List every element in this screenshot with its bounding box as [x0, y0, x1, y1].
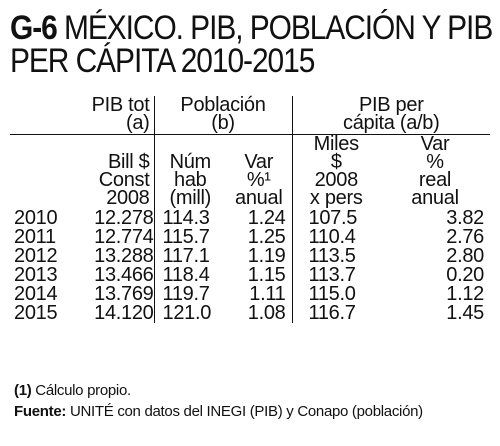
table-row: 2015 14.120 121.0 1.08 116.7 1.45 — [10, 302, 490, 324]
num-hab-cell: 114.3 — [153, 208, 226, 228]
unit-header-pib: Bill $ Const 2008 — [62, 135, 154, 209]
num-hab-cell: 118.4 — [153, 265, 226, 285]
year-cell: 2015 — [14, 302, 58, 324]
unit-line: %¹ — [246, 169, 271, 191]
pib-cell: 12.774 — [94, 226, 154, 248]
unit-header-var-pob: Var %¹ anual — [226, 135, 292, 209]
unit-line: Miles — [313, 133, 359, 155]
table-row: 2014 13.769 119.7 1.11 115.0 1.12 — [10, 283, 490, 305]
var-pob-cell: 1.08 — [247, 302, 286, 324]
var-pob-cell: 1.15 — [247, 264, 286, 286]
var-pob-cell: 1.11 — [249, 283, 286, 305]
group-header-line: (b) — [211, 112, 235, 134]
var-real-cell: 2.76 — [446, 226, 485, 248]
title-text-1: MÉXICO. PIB, POBLACIÓN Y PIB — [63, 9, 493, 47]
unit-line: Var — [420, 133, 450, 155]
figure-title: G-6 MÉXICO. PIB, POBLACIÓN Y PIB PER CÁP… — [10, 9, 493, 80]
unit-line: (mill) — [169, 187, 211, 209]
footnote-text: Cálculo propio. — [31, 382, 131, 399]
footnote: (1) Cálculo propio. — [14, 380, 494, 401]
group-header-line: cápita (a/b) — [343, 112, 440, 134]
notes: (1) Cálculo propio. Fuente: UNITÉ con da… — [14, 380, 494, 422]
table-row: 2010 12.278 114.3 1.24 107.5 3.82 — [10, 207, 490, 229]
group-header-pib-per-capita: PIB per cápita (a/b) — [291, 94, 491, 135]
year-cell: 2013 — [14, 264, 58, 286]
var-real-cell: 1.12 — [446, 283, 485, 305]
table-row: 2011 12.774 115.7 1.25 110.4 2.76 — [10, 226, 490, 248]
pib-cell: 13.466 — [94, 264, 154, 286]
miles-cell: 116.7 — [291, 303, 380, 323]
miles-cell: 113.7 — [291, 265, 380, 285]
var-pob-cell: 1.24 — [247, 207, 286, 229]
title-line-1: G-6 MÉXICO. PIB, POBLACIÓN Y PIB — [10, 9, 493, 47]
num-hab-cell: 119.7 — [153, 284, 226, 304]
unit-line: Bill $ — [107, 151, 150, 173]
year-cell: 2011 — [14, 226, 56, 248]
var-pob-cell: 1.19 — [247, 245, 286, 267]
group-header-row: PIB tot (a) Población (b) PIB per cápita… — [10, 94, 491, 135]
year-unit-blank — [10, 135, 62, 209]
group-header-line: Población — [180, 94, 266, 116]
unit-line: x pers — [309, 187, 363, 209]
group-header-poblacion: Población (b) — [153, 94, 292, 135]
unit-line: % — [426, 151, 444, 173]
var-real-cell: 3.82 — [446, 207, 485, 229]
var-real-cell: 2.80 — [446, 245, 485, 267]
pib-cell: 13.769 — [94, 283, 154, 305]
year-cell: 2014 — [14, 283, 58, 305]
unit-line: 2008 — [314, 169, 359, 191]
unit-line: Núm — [169, 151, 212, 173]
unit-header-num-hab: Núm hab (mill) — [153, 135, 226, 209]
title-line-2: PER CÁPITA 2010-2015 — [10, 42, 315, 80]
table-row: 2013 13.466 118.4 1.15 113.7 0.20 — [10, 264, 490, 286]
var-real-cell: 0.20 — [446, 264, 485, 286]
figure-code: G-6 — [10, 9, 58, 47]
data-table: PIB tot (a) Población (b) PIB per cápita… — [10, 94, 491, 324]
table-row: 2012 13.288 117.1 1.19 113.5 2.80 — [10, 245, 490, 267]
miles-cell: 110.4 — [291, 227, 380, 247]
pib-cell: 13.288 — [94, 245, 154, 267]
unit-header-var-real: Var % real anual — [380, 133, 490, 209]
footnote-mark: (1) — [14, 382, 32, 399]
unit-line: hab — [174, 169, 207, 191]
unit-header-row: Bill $ Const 2008 Núm hab (mill) Var %¹ … — [10, 133, 490, 209]
miles-cell: 107.5 — [291, 208, 380, 228]
header-rule — [10, 134, 491, 135]
miles-cell: 113.5 — [291, 246, 380, 266]
var-real-cell: 1.45 — [446, 302, 485, 324]
group-header-line: PIB tot — [91, 94, 150, 116]
num-hab-cell: 115.7 — [153, 227, 226, 247]
unit-line: Const — [98, 169, 150, 191]
unit-line: $ — [330, 151, 342, 173]
num-hab-cell: 121.0 — [153, 303, 226, 323]
unit-line: anual — [411, 187, 459, 209]
pib-cell: 12.278 — [94, 207, 154, 229]
num-hab-cell: 117.1 — [153, 246, 226, 266]
year-header-blank — [10, 96, 62, 135]
group-header-pib-tot: PIB tot (a) — [62, 94, 154, 135]
var-pob-cell: 1.25 — [247, 226, 286, 248]
unit-line: anual — [235, 187, 283, 209]
group-header-line: PIB per — [358, 94, 424, 116]
pib-cell: 14.120 — [94, 302, 154, 324]
unit-line: Var — [244, 151, 274, 173]
unit-line: 2008 — [106, 187, 150, 209]
source-note: Fuente: UNITÉ con datos del INEGI (PIB) … — [14, 401, 494, 422]
year-cell: 2012 — [14, 245, 58, 267]
unit-line: real — [418, 169, 452, 191]
miles-cell: 115.0 — [291, 284, 380, 304]
source-text: UNITÉ con datos del INEGI (PIB) y Conapo… — [66, 403, 423, 420]
unit-header-miles: Miles $ 2008 x pers — [291, 133, 380, 209]
data-table-wrap: PIB tot (a) Población (b) PIB per cápita… — [10, 94, 491, 324]
year-cell: 2010 — [14, 207, 58, 229]
group-header-line: (a) — [125, 112, 150, 134]
source-label: Fuente: — [14, 403, 67, 420]
